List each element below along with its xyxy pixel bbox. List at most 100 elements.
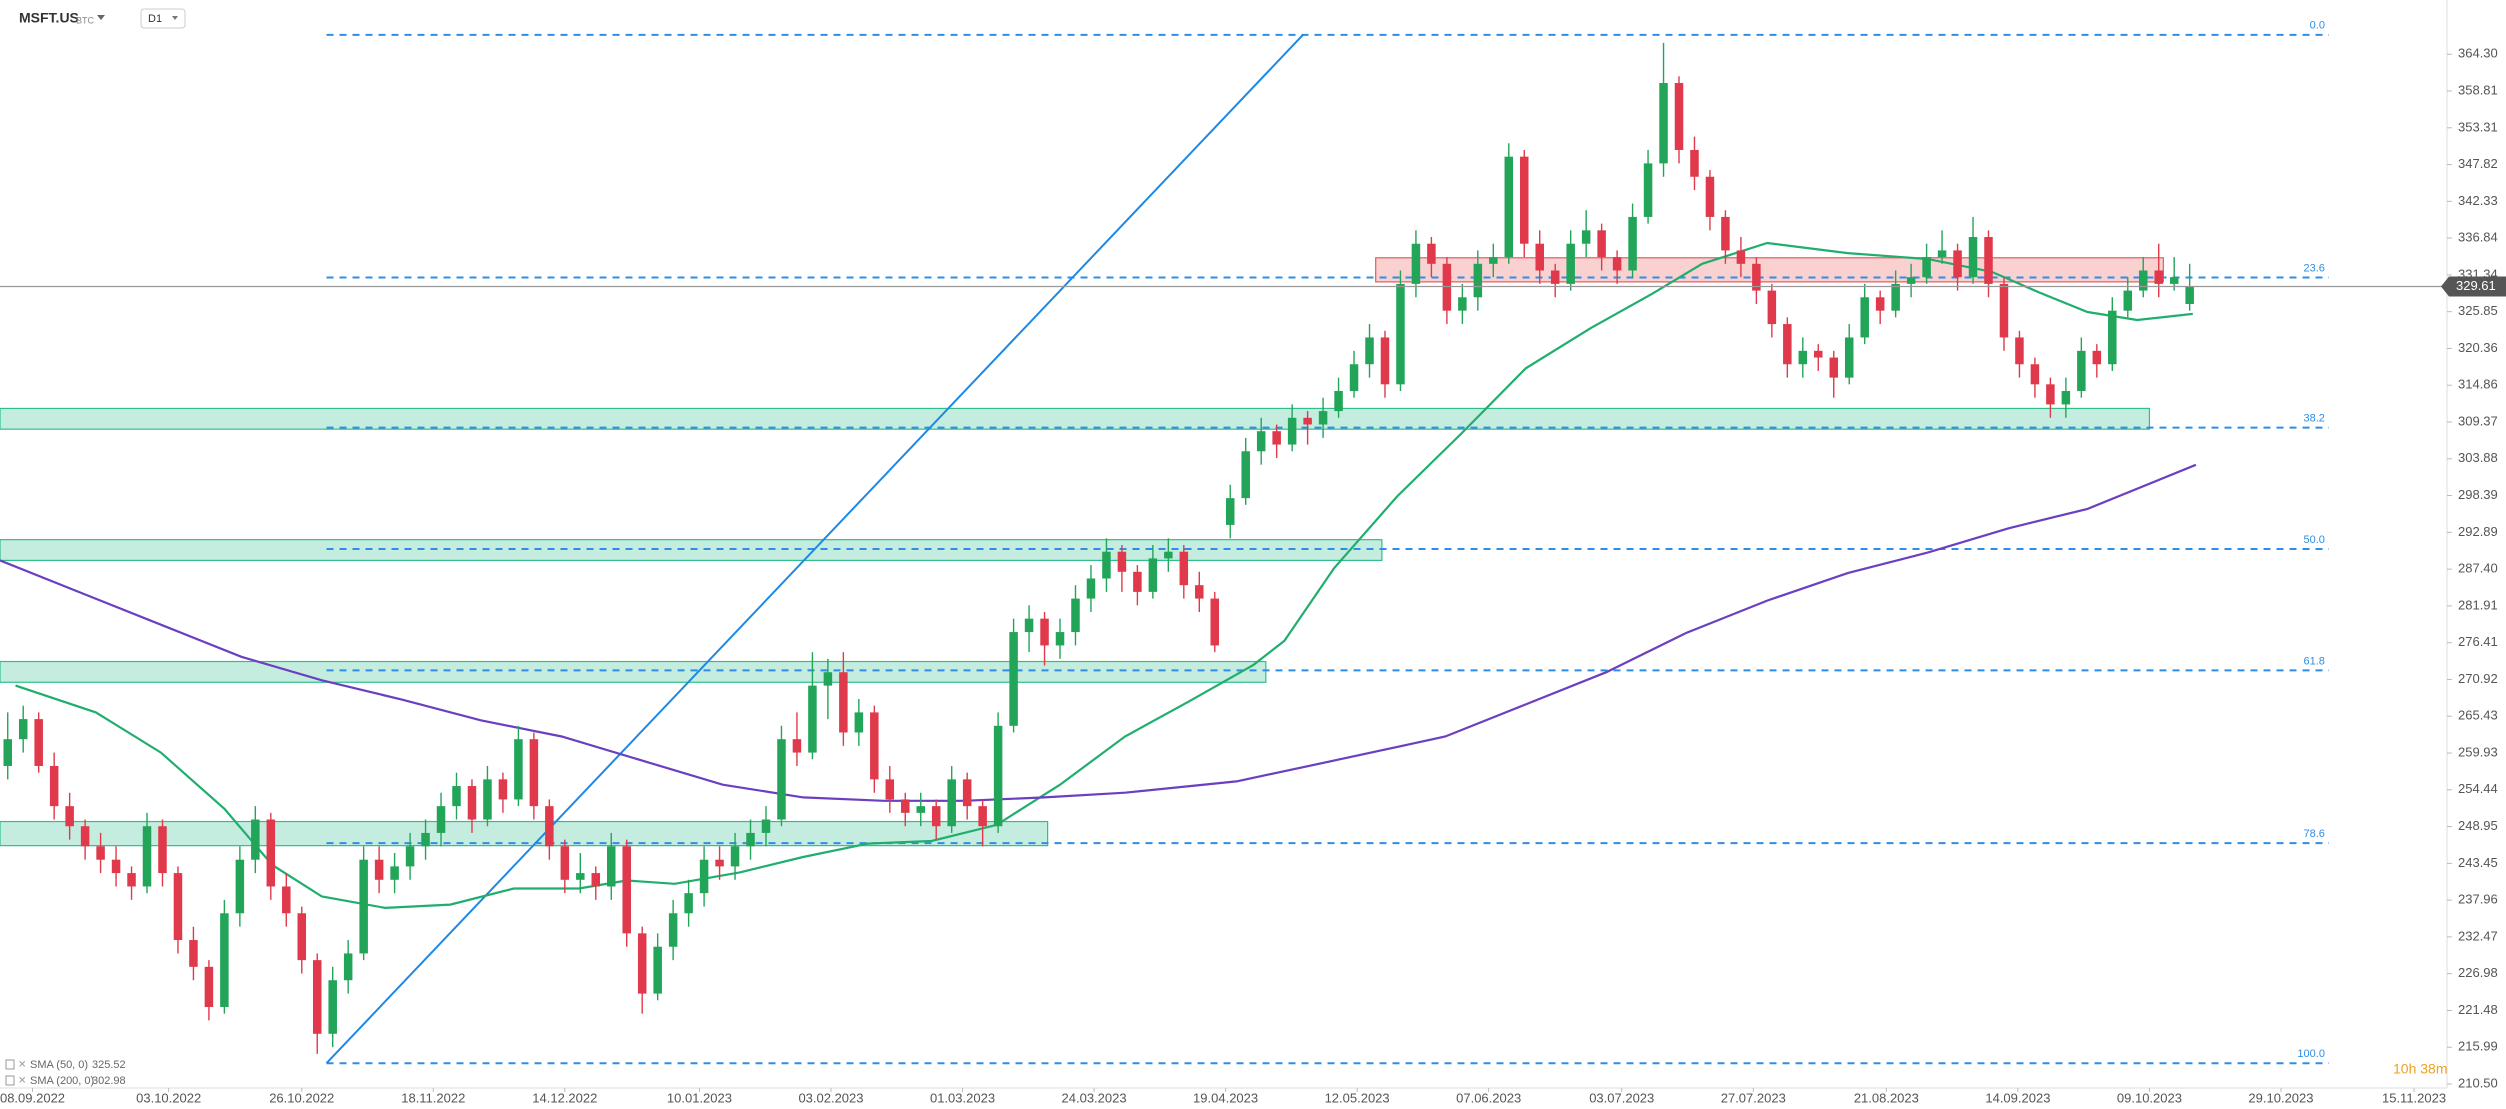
candle-body	[1179, 551, 1189, 586]
candle-body	[2061, 391, 2071, 405]
candle-body	[962, 779, 972, 807]
y-tick-label: 320.36	[2458, 340, 2498, 355]
candle-body	[1040, 618, 1049, 646]
y-tick-label: 347.82	[2458, 156, 2498, 171]
legend-name: SMA (200, 0)	[30, 1075, 94, 1087]
countdown: 10h 38m	[2393, 1061, 2447, 1077]
x-tick-label: 21.08.2023	[1854, 1090, 1919, 1105]
legend-close: ✕	[18, 1076, 26, 1087]
candle-body	[142, 826, 152, 887]
candle-body	[1396, 283, 1405, 385]
candle-body	[1721, 216, 1730, 251]
y-tick-label: 254.44	[2458, 781, 2498, 796]
y-tick-label: 358.81	[2458, 82, 2498, 97]
symbol-dropdown[interactable]	[97, 15, 105, 20]
candle-body	[498, 779, 508, 800]
candle-body	[1504, 156, 1514, 258]
candle-body	[637, 933, 647, 994]
candle-body	[1659, 83, 1668, 164]
x-tick-label: 19.04.2023	[1193, 1090, 1258, 1105]
candle-body	[854, 712, 864, 733]
candle-body	[1272, 431, 1281, 445]
x-tick-label: 10.01.2023	[667, 1090, 732, 1105]
sma-line	[0, 463, 2197, 802]
candle-body	[452, 786, 461, 807]
fib-label: 78.6	[2304, 828, 2325, 840]
candle-body	[1597, 230, 1606, 258]
candle-body	[1256, 431, 1266, 452]
y-tick-label: 303.88	[2458, 450, 2498, 465]
candle-body	[1612, 257, 1622, 271]
candle-body	[436, 806, 446, 833]
candle-body	[606, 846, 616, 887]
y-tick-label: 210.50	[2458, 1075, 2498, 1090]
timeframe[interactable]: D1	[148, 13, 162, 25]
candle-body	[1906, 277, 1916, 284]
plot: 0.0 23.6 38.2 50.0 61.8 78.6 100.0	[0, 20, 2329, 1065]
candle-body	[1195, 585, 1204, 599]
candle-body	[1442, 263, 1452, 311]
candle-body	[235, 859, 245, 914]
x-tick-label: 14.12.2022	[532, 1090, 597, 1105]
candle-body	[684, 893, 693, 914]
fib-label: 100.0	[2297, 1048, 2325, 1060]
candle-body	[297, 913, 307, 961]
candle-body	[2138, 270, 2148, 291]
candle-body	[1287, 417, 1297, 445]
candle-body	[1581, 230, 1591, 244]
legend-value: 325.52	[92, 1059, 126, 1071]
y-tick-label: 336.84	[2458, 230, 2498, 245]
candle-body	[1999, 283, 2009, 338]
y-tick-label: 287.40	[2458, 561, 2498, 576]
candle-body	[2169, 277, 2179, 284]
candle-body	[1783, 324, 1792, 365]
candle-body	[49, 765, 59, 807]
candle-body	[699, 859, 709, 894]
symbol[interactable]: MSFT.US	[19, 10, 79, 26]
candle-body	[390, 866, 399, 880]
candle-body	[1860, 297, 1869, 338]
x-tick-label: 18.11.2022	[401, 1090, 465, 1105]
x-tick-label: 24.03.2023	[1062, 1090, 1127, 1105]
candle-body	[374, 859, 384, 880]
candle-body	[1055, 632, 1065, 646]
timeframe-dropdown[interactable]	[172, 16, 178, 20]
y-tick-label: 270.92	[2458, 671, 2498, 686]
y-tick-label: 325.85	[2458, 303, 2498, 318]
candle-body	[1814, 350, 1823, 358]
zone	[0, 539, 1383, 562]
candle-body	[1303, 417, 1312, 425]
candle-body	[1117, 551, 1127, 572]
candle-body	[1875, 297, 1885, 311]
y-tick-label: 243.45	[2458, 855, 2498, 870]
candle-body	[80, 826, 90, 847]
candle-body	[359, 859, 368, 954]
legend-name: SMA (50, 0)	[30, 1059, 88, 1071]
candle-body	[34, 719, 43, 766]
candle-body	[560, 846, 570, 880]
y-tick-label: 221.48	[2458, 1002, 2498, 1017]
y-tick-label: 248.95	[2458, 818, 2498, 833]
candle-body	[1458, 297, 1467, 311]
candle-body	[1009, 632, 1018, 726]
candle-body	[1643, 163, 1653, 217]
candle-body	[514, 739, 523, 800]
x-tick-label: 15.11.2023	[2382, 1090, 2446, 1105]
y-tick-label: 364.30	[2458, 46, 2498, 61]
candle-body	[158, 826, 167, 874]
timeframe-box[interactable]	[140, 8, 186, 29]
candle-body	[483, 779, 492, 820]
y-tick-label: 309.37	[2458, 413, 2498, 428]
legend-close: ✕	[18, 1060, 26, 1071]
candle-body	[1024, 618, 1034, 633]
fib-label: 38.2	[2304, 413, 2325, 425]
candle-body	[1968, 237, 1978, 278]
candle-body	[405, 846, 415, 867]
x-tick-label: 14.09.2023	[1985, 1090, 2050, 1105]
candle-body	[1520, 156, 1529, 244]
candle-body	[901, 799, 910, 813]
candle-body	[576, 873, 585, 880]
candle-body	[1674, 83, 1684, 150]
candle-body	[668, 913, 678, 947]
candle-body	[1690, 149, 1699, 177]
